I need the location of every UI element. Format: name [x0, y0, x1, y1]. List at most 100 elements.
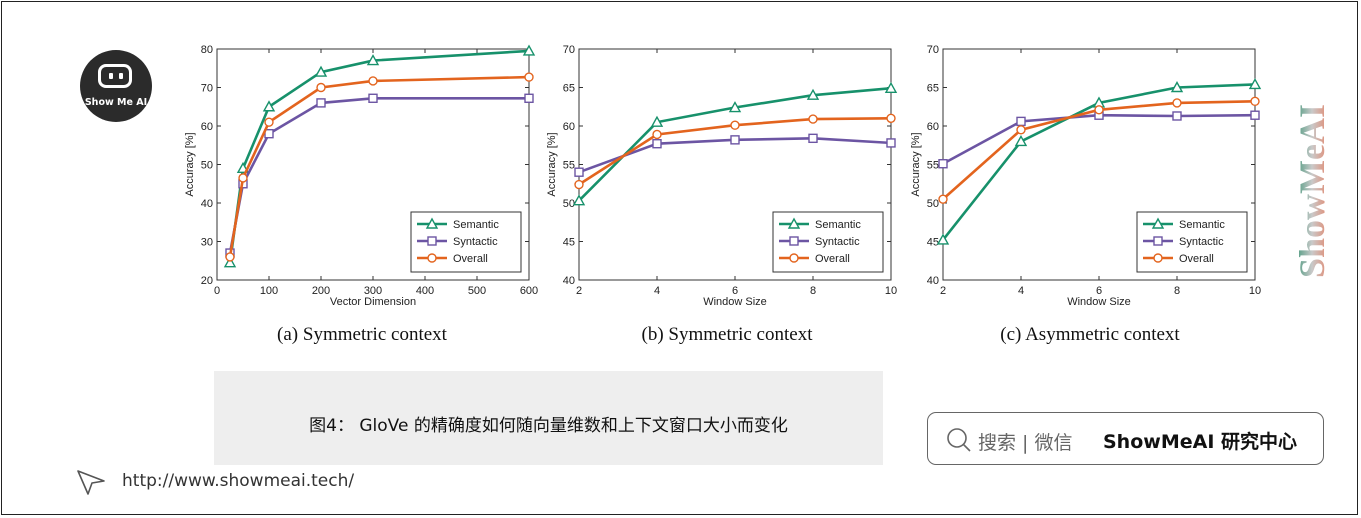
x-tick-label: 200	[312, 285, 330, 297]
y-tick-label: 80	[201, 44, 213, 56]
data-point-overall	[886, 113, 896, 124]
search-hint: 搜索 | 微信	[978, 432, 1073, 454]
y-axis-label: Accuracy [%]	[546, 132, 558, 196]
x-tick-label: 8	[810, 285, 816, 297]
legend-label: Overall	[453, 253, 488, 265]
data-point-overall	[574, 179, 584, 190]
data-point-overall	[652, 129, 662, 140]
x-tick-label: 8	[1174, 285, 1180, 297]
data-point-semantic	[1014, 134, 1028, 147]
data-point-semantic	[728, 101, 742, 113]
x-tick-label: 600	[520, 285, 538, 297]
legend-marker	[789, 236, 799, 246]
y-axis-label: Accuracy [%]	[910, 132, 922, 196]
x-axis-label: Window Size	[1067, 296, 1131, 308]
data-point-semantic	[262, 100, 276, 112]
x-tick-label: 4	[654, 285, 660, 297]
brand-name: ShowMeAI 研究中心	[1103, 431, 1297, 453]
data-point-overall	[368, 76, 378, 86]
legend: Semantic Syntactic Overall	[410, 211, 522, 273]
data-point-syntactic	[368, 93, 378, 103]
watermark-text: ShowMeAI	[1292, 104, 1332, 278]
legend-marker	[1151, 217, 1165, 229]
y-tick-label: 20	[201, 275, 213, 287]
footer-url[interactable]: http://www.showmeai.tech/	[122, 471, 355, 491]
x-tick-label: 100	[260, 285, 278, 297]
data-point-overall	[938, 194, 948, 204]
data-point-overall	[264, 117, 274, 127]
x-tick-label: 2	[576, 285, 582, 297]
data-point-semantic	[936, 233, 950, 245]
data-point-syntactic	[1016, 116, 1026, 127]
y-tick-label: 55	[563, 160, 575, 172]
logo-text: Show Me AI	[84, 97, 148, 108]
cursor-arrow-icon	[77, 470, 105, 495]
y-tick-label: 50	[927, 198, 939, 210]
legend-label: Overall	[815, 253, 850, 265]
legend-label: Semantic	[453, 219, 499, 231]
data-point-syntactic	[316, 98, 326, 108]
legend-label: Syntactic	[453, 236, 498, 248]
legend: Semantic Syntactic Overall	[1136, 211, 1248, 273]
data-point-overall	[808, 114, 818, 124]
figure-title-box: 图4： GloVe 的精确度如何随向量维数和上下文窗口大小而变化	[214, 371, 883, 465]
watermark-logo: ShowMeAI	[1292, 104, 1332, 278]
data-point-syntactic	[730, 135, 740, 145]
chart-svg: 0 100 200 300 400 500 600 20 30 40 50 60 70 80 Vector …	[184, 44, 538, 308]
data-point-overall	[316, 82, 326, 93]
x-tick-label: 300	[364, 285, 382, 297]
legend-label: Semantic	[1179, 219, 1225, 231]
data-point-syntactic	[1250, 110, 1260, 120]
caption-b: (b) Symmetric context	[641, 324, 813, 345]
legend-marker	[787, 217, 801, 229]
showmeai-logo: Show Me AI	[80, 50, 152, 122]
search-box[interactable]: 搜索 | 微信 ShowMeAI 研究中心	[927, 412, 1324, 465]
data-point-overall	[238, 173, 248, 183]
data-point-semantic	[806, 88, 820, 100]
search-icon	[947, 428, 971, 452]
chart-window-size-symmetric: 2 4 6 8 10 40 45 50 55 60 65 70 Window Size Accuracy …	[539, 34, 909, 318]
y-tick-label: 55	[927, 160, 939, 172]
x-axis-label: Vector Dimension	[330, 296, 416, 308]
y-tick-label: 40	[201, 198, 213, 210]
y-tick-label: 60	[563, 121, 575, 133]
caption-c: (c) Asymmetric context	[1000, 324, 1180, 345]
x-tick-label: 6	[1096, 285, 1102, 297]
chart-window-size-asymmetric: 2 4 6 8 10 40 45 50 55 60 65 70 Window Size Accuracy …	[903, 34, 1273, 318]
data-point-overall	[1250, 96, 1260, 107]
legend-marker	[789, 253, 799, 263]
x-tick-label: 0	[214, 285, 220, 297]
chart-vector-dimension: 0 100 200 300 400 500 600 20 30 40 50 60 70 80 Vector …	[177, 34, 547, 318]
data-point-overall	[524, 72, 534, 82]
data-point-semantic	[1170, 81, 1184, 93]
data-point-syntactic	[808, 133, 818, 144]
x-axis-label: Window Size	[703, 296, 767, 308]
series-line-overall	[228, 75, 530, 258]
y-tick-label: 50	[201, 160, 213, 172]
x-tick-label: 10	[885, 285, 897, 297]
data-point-semantic	[314, 65, 328, 77]
robot-face-icon	[98, 64, 132, 88]
legend-label: Overall	[1179, 253, 1214, 265]
data-point-semantic	[650, 115, 664, 127]
y-tick-label: 70	[201, 83, 213, 95]
x-tick-label: 500	[468, 285, 486, 297]
y-tick-label: 45	[927, 237, 939, 249]
data-point-overall	[225, 252, 235, 262]
x-tick-label: 4	[1018, 285, 1024, 297]
data-point-semantic	[1248, 77, 1262, 90]
y-tick-label: 60	[201, 121, 213, 133]
y-tick-label: 40	[927, 275, 939, 287]
y-tick-label: 65	[563, 83, 575, 95]
legend-marker	[427, 253, 437, 263]
x-tick-label: 6	[732, 285, 738, 297]
data-point-semantic	[223, 256, 237, 268]
x-tick-label: 400	[416, 285, 434, 297]
legend: Semantic Syntactic Overall	[772, 211, 884, 273]
y-tick-label: 70	[927, 44, 939, 56]
data-point-overall	[1094, 105, 1104, 115]
data-point-overall	[1172, 98, 1182, 108]
legend-label: Syntactic	[815, 236, 860, 248]
data-point-semantic	[884, 81, 898, 93]
